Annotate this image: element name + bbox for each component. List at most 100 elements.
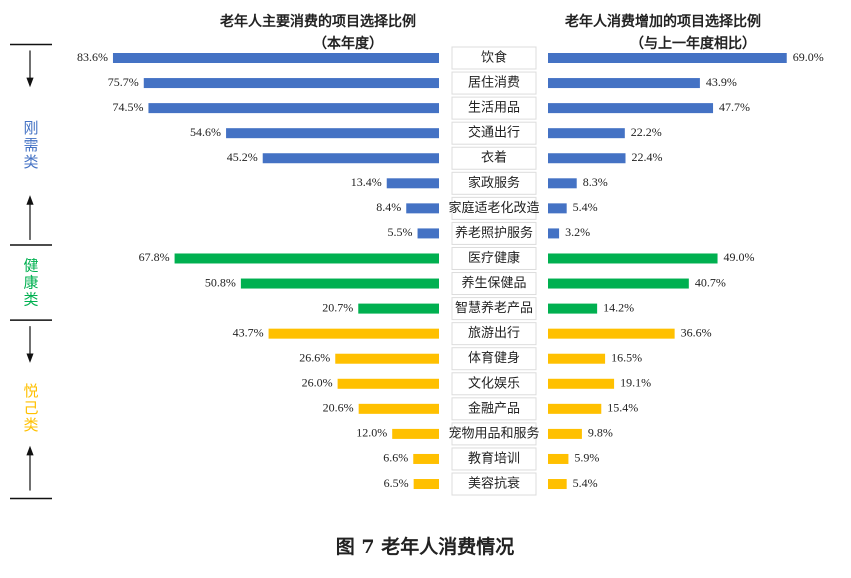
value-label: 26.6%	[299, 350, 330, 364]
category-box	[451, 221, 537, 245]
value-label: 5.5%	[388, 225, 413, 239]
bar	[226, 128, 439, 139]
bar	[548, 178, 577, 189]
value-label: 22.2%	[631, 125, 662, 139]
value-label: 67.8%	[139, 250, 170, 264]
bar	[268, 328, 439, 339]
bar	[413, 479, 439, 490]
value-label: 43.9%	[706, 75, 737, 89]
category-label: 文化娱乐	[468, 376, 520, 391]
series-title: （本年度）	[313, 35, 383, 52]
bar	[406, 203, 439, 214]
bar	[548, 78, 700, 89]
group-label: 悦己类	[22, 383, 40, 434]
category-box	[451, 146, 537, 170]
category-label: 教育培训	[468, 450, 520, 466]
value-label: 5.4%	[573, 200, 598, 214]
bar	[392, 428, 439, 439]
bar	[262, 153, 439, 164]
category-label: 体育健身	[468, 350, 520, 366]
value-label: 45.2%	[227, 150, 258, 164]
category-label: 饮食	[481, 50, 507, 66]
category-label: 旅游出行	[468, 326, 520, 341]
bar	[148, 103, 439, 114]
category-box	[451, 297, 537, 321]
category-box	[451, 46, 537, 70]
bar	[143, 78, 439, 89]
value-label: 20.7%	[322, 300, 353, 314]
value-label: 54.6%	[190, 125, 221, 139]
category-box	[451, 447, 537, 471]
series-title: 老年人消费增加的项目选择比例	[565, 13, 761, 30]
value-label: 47.7%	[719, 100, 750, 114]
bar	[386, 178, 439, 189]
value-label: 14.2%	[603, 300, 634, 314]
bar	[174, 253, 439, 264]
bar	[548, 479, 567, 490]
value-label: 74.5%	[112, 100, 143, 114]
bar	[548, 353, 606, 364]
category-box	[451, 347, 537, 371]
bar	[548, 303, 598, 314]
category-box	[451, 171, 537, 195]
value-label: 43.7%	[233, 325, 264, 339]
value-label: 50.8%	[205, 275, 236, 289]
category-label: 衣着	[481, 150, 507, 166]
value-label: 83.6%	[77, 50, 108, 64]
value-label: 22.4%	[632, 150, 663, 164]
bar	[335, 353, 439, 364]
category-label: 美容抗衰	[468, 476, 520, 492]
value-label: 8.3%	[583, 175, 608, 189]
category-box	[451, 397, 537, 421]
category-label: 宠物用品和服务	[448, 425, 539, 441]
bar	[112, 53, 440, 63]
category-label: 养生保健品	[461, 275, 526, 291]
value-label: 49.0%	[724, 250, 755, 264]
category-box	[451, 422, 537, 446]
value-label: 13.4%	[351, 175, 382, 189]
category-box	[451, 322, 537, 346]
bar	[358, 403, 439, 414]
value-label: 20.6%	[323, 401, 354, 415]
bar	[548, 128, 625, 139]
category-box	[451, 272, 537, 296]
value-label: 40.7%	[695, 275, 726, 289]
series-title: （与上一年度相比）	[630, 35, 756, 52]
group-label: 刚需类	[22, 120, 40, 171]
value-label: 15.4%	[607, 401, 638, 415]
value-label: 69.0%	[793, 50, 824, 64]
category-label: 居住消费	[468, 76, 520, 91]
value-label: 19.1%	[620, 376, 651, 390]
value-label: 26.0%	[302, 376, 333, 390]
bar	[548, 378, 615, 389]
bar	[337, 378, 439, 389]
bar	[548, 103, 714, 114]
caption: 图 7 老年人消费情况	[336, 535, 514, 558]
category-label: 家政服务	[468, 175, 520, 191]
category-box	[451, 71, 537, 95]
bar	[548, 428, 582, 439]
bar	[358, 303, 439, 314]
category-label: 智慧养老产品	[455, 300, 533, 316]
category-label: 交通出行	[468, 125, 520, 141]
category-box	[451, 472, 537, 496]
category-box	[451, 372, 537, 396]
series-title: 老年人主要消费的项目选择比例	[220, 13, 416, 30]
bar	[548, 53, 787, 63]
bar	[548, 228, 560, 239]
category-box	[451, 121, 537, 145]
value-label: 8.4%	[376, 200, 401, 214]
value-label: 36.6%	[681, 325, 712, 339]
category-box	[451, 246, 537, 270]
value-label: 3.2%	[565, 225, 590, 239]
bar	[548, 453, 569, 464]
value-label: 9.8%	[588, 426, 613, 440]
value-label: 16.5%	[611, 350, 642, 364]
category-label: 养老照护服务	[455, 225, 533, 241]
category-label: 家庭适老化改造	[448, 200, 539, 216]
category-label: 金融产品	[468, 400, 520, 416]
bar	[240, 278, 439, 289]
value-label: 5.4%	[573, 476, 598, 490]
bar	[548, 328, 675, 339]
